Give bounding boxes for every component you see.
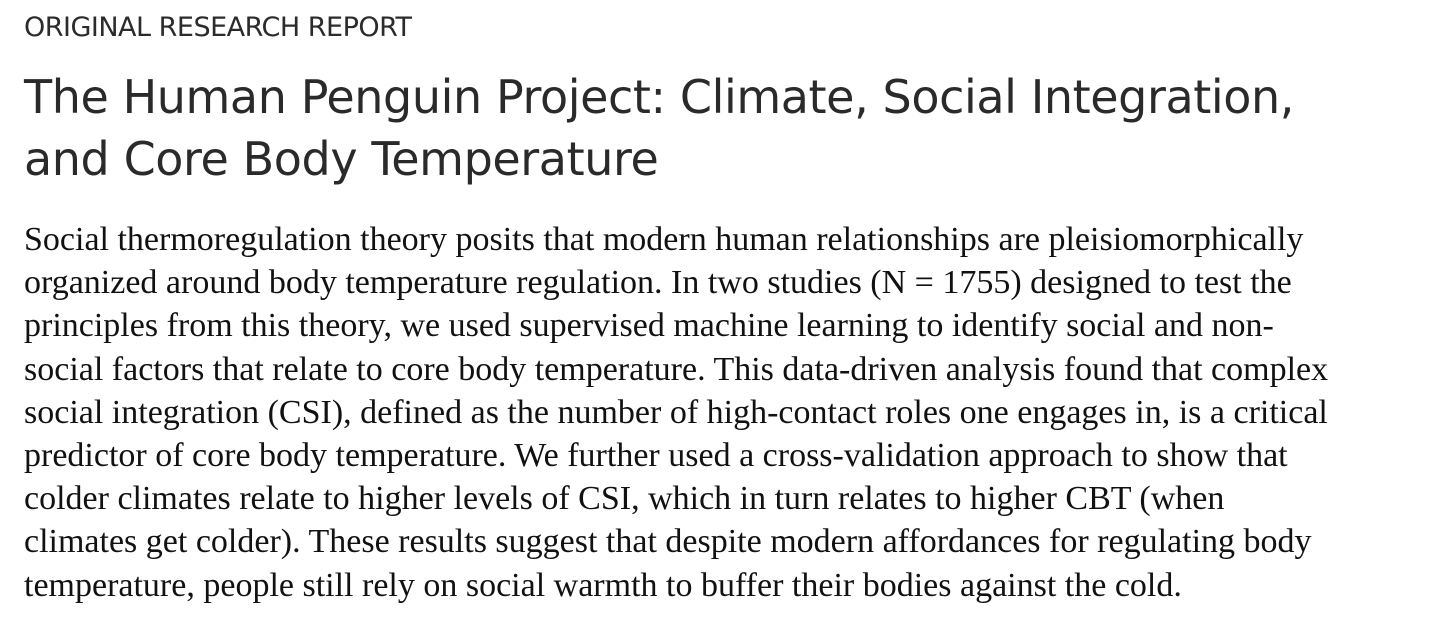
title-line: The Human Penguin Project: Climate, Soci… — [24, 70, 1295, 124]
abstract-paragraph: Social thermoregulation theory posits th… — [24, 218, 1424, 607]
abstract-line: social integration (CSI), defined as the… — [24, 393, 1328, 431]
abstract-line: colder climates relate to higher levels … — [24, 480, 1225, 518]
abstract-line: climates get colder). These results sugg… — [24, 523, 1312, 561]
abstract-line: Social thermoregulation theory posits th… — [24, 221, 1304, 258]
abstract-line: temperature, people still rely on social… — [24, 566, 1182, 604]
abstract-line: social factors that relate to core body … — [24, 350, 1329, 388]
abstract-line: predictor of core body temperature. We f… — [24, 437, 1288, 475]
article-type-label: ORIGINAL RESEARCH REPORT — [24, 12, 412, 43]
abstract-line: principles from this theory, we used sup… — [24, 307, 1274, 345]
title-line: and Core Body Temperature — [24, 132, 659, 186]
article-title: The Human Penguin Project: Climate, Soci… — [24, 66, 1424, 190]
abstract-line: organized around body temperature regula… — [24, 264, 1292, 302]
